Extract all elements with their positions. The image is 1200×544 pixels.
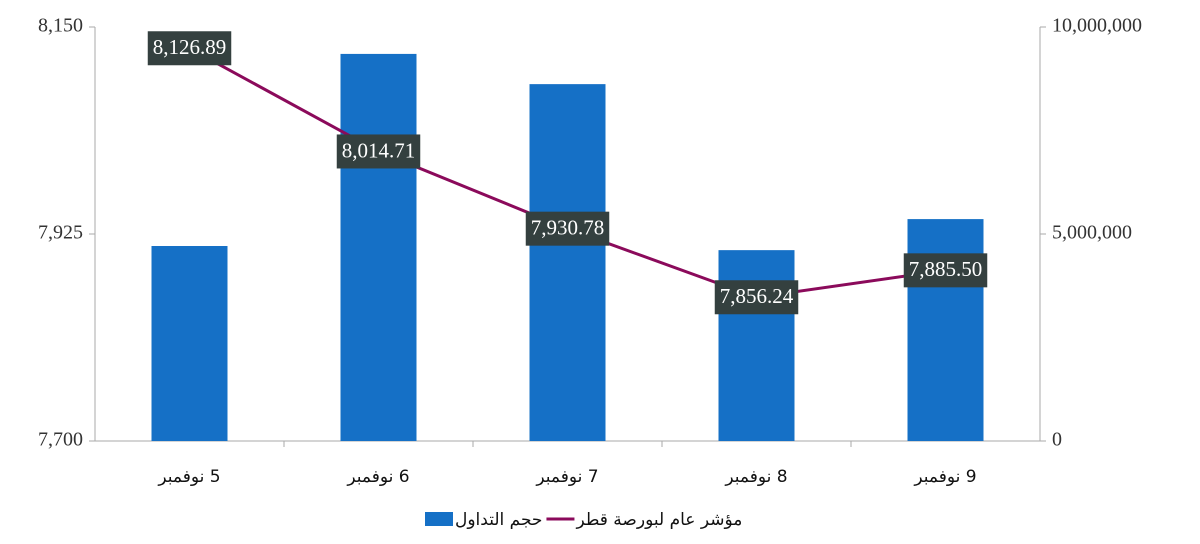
x-tick-label: 8 نوفمبر — [724, 467, 787, 487]
legend-label: مؤشر عام لبورصة قطر — [575, 510, 742, 530]
value-label: 7,930.78 — [531, 215, 605, 239]
value-label: 7,885.50 — [909, 257, 983, 281]
value-label-box — [336, 134, 421, 169]
value-label-box — [714, 280, 799, 315]
y2-tick-label: 5,000,000 — [1052, 222, 1132, 244]
bar — [718, 250, 795, 441]
value-label: 7,856.24 — [720, 284, 794, 308]
value-label: 8,126.89 — [153, 35, 227, 59]
x-tick-label: 5 نوفمبر — [157, 467, 220, 487]
bar — [340, 53, 417, 441]
bar — [529, 84, 606, 441]
bar — [151, 246, 228, 441]
value-label-box — [147, 31, 232, 66]
y-tick-label: 8,150 — [38, 15, 83, 37]
legend-swatch — [425, 512, 453, 526]
y-tick-label: 7,925 — [38, 222, 83, 244]
x-tick-label: 7 نوفمبر — [535, 467, 598, 487]
value-label-box — [903, 253, 988, 288]
y2-tick-label: 0 — [1052, 429, 1062, 451]
bar — [907, 219, 984, 441]
value-label: 8,014.71 — [342, 138, 416, 162]
x-tick-label: 6 نوفمبر — [346, 467, 409, 487]
x-tick-label: 9 نوفمبر — [913, 467, 976, 487]
legend-label: حجم التداول — [455, 510, 542, 530]
value-label-box — [525, 211, 610, 246]
y2-tick-label: 10,000,000 — [1052, 15, 1142, 37]
y-tick-label: 7,700 — [38, 429, 83, 451]
